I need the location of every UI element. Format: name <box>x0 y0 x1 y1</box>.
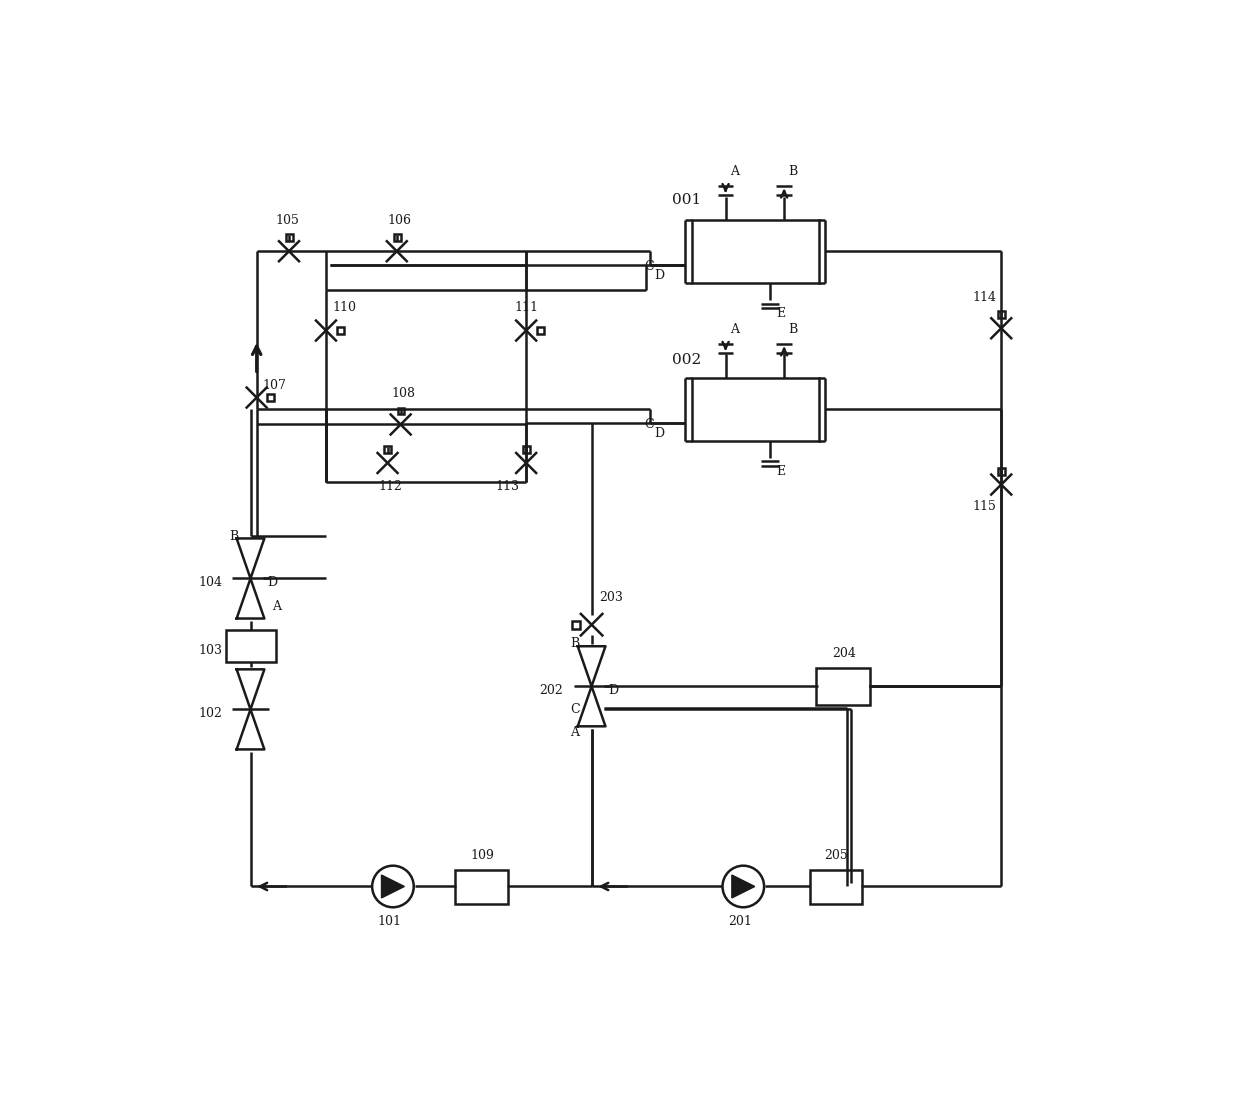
Text: E: E <box>776 307 785 320</box>
Bar <box>286 234 293 241</box>
Text: 115: 115 <box>972 500 996 512</box>
Text: 102: 102 <box>198 707 222 720</box>
Text: 002: 002 <box>672 353 702 367</box>
Bar <box>398 408 404 414</box>
Text: 104: 104 <box>198 576 222 589</box>
Bar <box>998 311 1006 319</box>
Text: 114: 114 <box>972 291 996 304</box>
Polygon shape <box>732 875 755 898</box>
Bar <box>523 446 529 453</box>
Text: 105: 105 <box>275 214 299 226</box>
Text: 202: 202 <box>539 684 563 697</box>
Text: A: A <box>730 166 739 178</box>
Bar <box>537 328 544 334</box>
Text: 001: 001 <box>672 192 702 207</box>
Bar <box>226 630 277 663</box>
Bar <box>998 467 1006 475</box>
Bar <box>692 378 818 441</box>
Text: 113: 113 <box>495 479 520 492</box>
Text: 201: 201 <box>728 914 751 928</box>
Text: 110: 110 <box>332 301 356 314</box>
Text: 205: 205 <box>825 850 848 863</box>
Text: D: D <box>653 428 665 441</box>
Text: A: A <box>272 600 281 613</box>
Bar <box>268 395 274 401</box>
Text: A: A <box>570 726 579 739</box>
Text: 111: 111 <box>515 301 538 314</box>
Bar <box>573 621 580 629</box>
Bar <box>384 446 392 453</box>
Bar <box>337 328 343 334</box>
Text: E: E <box>776 465 785 478</box>
Text: 103: 103 <box>198 644 222 656</box>
Text: D: D <box>653 269 665 282</box>
Bar <box>455 869 507 904</box>
Bar <box>692 220 818 282</box>
Text: 112: 112 <box>378 479 402 492</box>
Text: 203: 203 <box>599 591 624 604</box>
Text: C: C <box>570 703 579 715</box>
Bar <box>810 869 862 904</box>
Text: D: D <box>268 576 278 589</box>
Text: 109: 109 <box>470 850 494 863</box>
Text: B: B <box>789 166 799 178</box>
Text: B: B <box>789 323 799 336</box>
Text: 108: 108 <box>392 387 415 400</box>
Text: 106: 106 <box>388 214 412 226</box>
Text: 107: 107 <box>263 379 286 392</box>
Text: D: D <box>609 684 619 697</box>
Text: C: C <box>645 418 655 431</box>
Text: B: B <box>229 530 238 543</box>
Bar <box>816 668 870 704</box>
Text: A: A <box>730 323 739 336</box>
Text: 101: 101 <box>377 914 402 928</box>
Polygon shape <box>382 875 404 898</box>
Text: B: B <box>570 637 579 651</box>
Bar <box>394 234 401 241</box>
Text: C: C <box>645 260 655 274</box>
Text: 204: 204 <box>832 647 856 660</box>
